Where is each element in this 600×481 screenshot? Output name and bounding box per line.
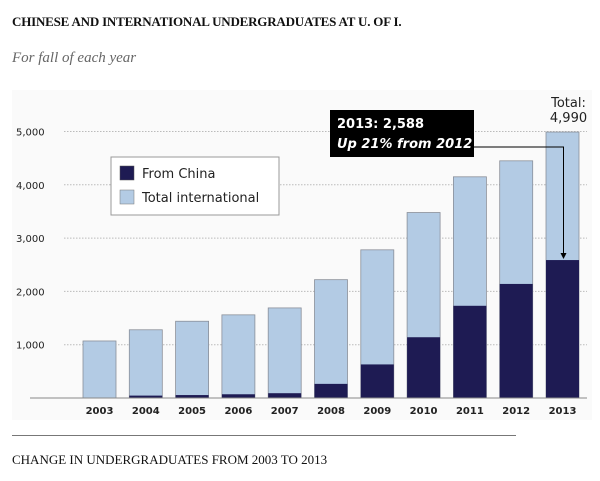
bar-from-china — [221, 394, 255, 398]
bar-total-international — [175, 320, 210, 399]
callout-arrowhead — [560, 253, 567, 260]
bar-from-china — [546, 260, 579, 398]
y-tick-label: 3,000 — [16, 234, 45, 245]
bar-chart: 2003 2004 2005 2006 2007 2008 2009 2010 2011 2012… — [16, 96, 587, 417]
callout-box — [330, 110, 474, 157]
callout-line1: 2013: 2,588 — [337, 117, 424, 132]
bar-from-china — [314, 383, 348, 398]
bar-total-international — [221, 314, 256, 399]
x-tick-label: 2013 — [549, 406, 577, 417]
x-tick-label: 2005 — [178, 406, 206, 417]
bar-from-china — [499, 283, 533, 398]
section-divider — [12, 435, 516, 436]
total-value: 4,990 — [550, 111, 587, 126]
bar-from-china — [453, 305, 487, 398]
callout: 2013: 2,588 Up 21% from 2012 Total: 4,99… — [330, 96, 587, 260]
bar-from-china — [175, 395, 209, 398]
x-tick-label: 2009 — [363, 406, 391, 417]
chart-subtitle: For fall of each year — [12, 50, 137, 66]
bar-total-international — [314, 279, 348, 399]
legend-box — [110, 156, 280, 216]
x-tick-label: 2003 — [86, 406, 114, 417]
x-tick-label: 2010 — [410, 406, 438, 417]
y-tick-label: 1,000 — [16, 341, 45, 352]
callout-leader-line — [474, 146, 564, 256]
legend-swatch-china — [119, 165, 135, 181]
total-label: Total: — [550, 96, 586, 111]
bar-from-china — [268, 393, 302, 398]
chart-title: CHINESE AND INTERNATIONAL UNDERGRADUATES… — [12, 14, 402, 29]
bar-total-international — [128, 329, 163, 399]
legend-label-international: Total international — [141, 191, 259, 206]
bar-total-international — [82, 340, 117, 399]
bar-from-china — [360, 364, 394, 398]
legend: From China Total international — [110, 156, 280, 216]
x-tick-label: 2008 — [317, 406, 345, 417]
chart-area: 2003 2004 2005 2006 2007 2008 2009 2010 2011 2012… — [12, 90, 592, 420]
bar-from-china — [129, 395, 163, 398]
x-tick-label: 2011 — [456, 406, 484, 417]
x-tick-label: 2004 — [132, 406, 160, 417]
callout-line2: Up 21% from 2012 — [337, 137, 472, 152]
x-tick-label: 2007 — [271, 406, 299, 417]
legend-label-china: From China — [142, 167, 215, 182]
y-tick-label: 2,000 — [16, 287, 45, 298]
bar-from-china — [407, 337, 441, 398]
x-tick-label: 2012 — [502, 406, 530, 417]
y-tick-label: 4,000 — [16, 181, 45, 192]
y-tick-label: 5,000 — [16, 128, 45, 139]
legend-swatch-international — [119, 189, 135, 205]
x-tick-label: 2006 — [224, 406, 252, 417]
bar-total-international — [267, 307, 302, 399]
section-heading: CHANGE IN UNDERGRADUATES FROM 2003 TO 20… — [12, 452, 328, 467]
